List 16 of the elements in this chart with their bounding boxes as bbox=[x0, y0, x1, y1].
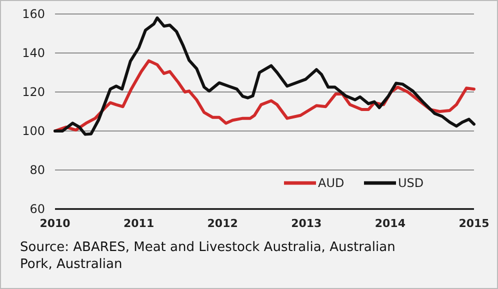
y-tick-label: 100 bbox=[22, 124, 45, 138]
y-tick-label: 140 bbox=[22, 46, 45, 60]
line-series bbox=[54, 16, 476, 136]
legend-label: AUD bbox=[318, 176, 344, 190]
x-tick-label: 2014 bbox=[374, 217, 406, 230]
x-tick-label: 2011 bbox=[123, 217, 154, 230]
y-tick-label: 160 bbox=[22, 7, 45, 22]
x-tick-label: 2012 bbox=[207, 217, 238, 230]
x-tick-label: 2010 bbox=[40, 217, 71, 230]
legend-label: USD bbox=[398, 176, 424, 190]
x-tick-label: 2013 bbox=[291, 217, 322, 230]
source-note: Source: ABARES, Meat and Livestock Australia, Australian Pork, Australian bbox=[20, 240, 396, 272]
x-tick-label: 2015 bbox=[458, 217, 490, 230]
y-tick-label: 60 bbox=[30, 202, 45, 216]
y-tick-label: 120 bbox=[22, 85, 45, 100]
y-tick-label: 80 bbox=[30, 163, 45, 178]
